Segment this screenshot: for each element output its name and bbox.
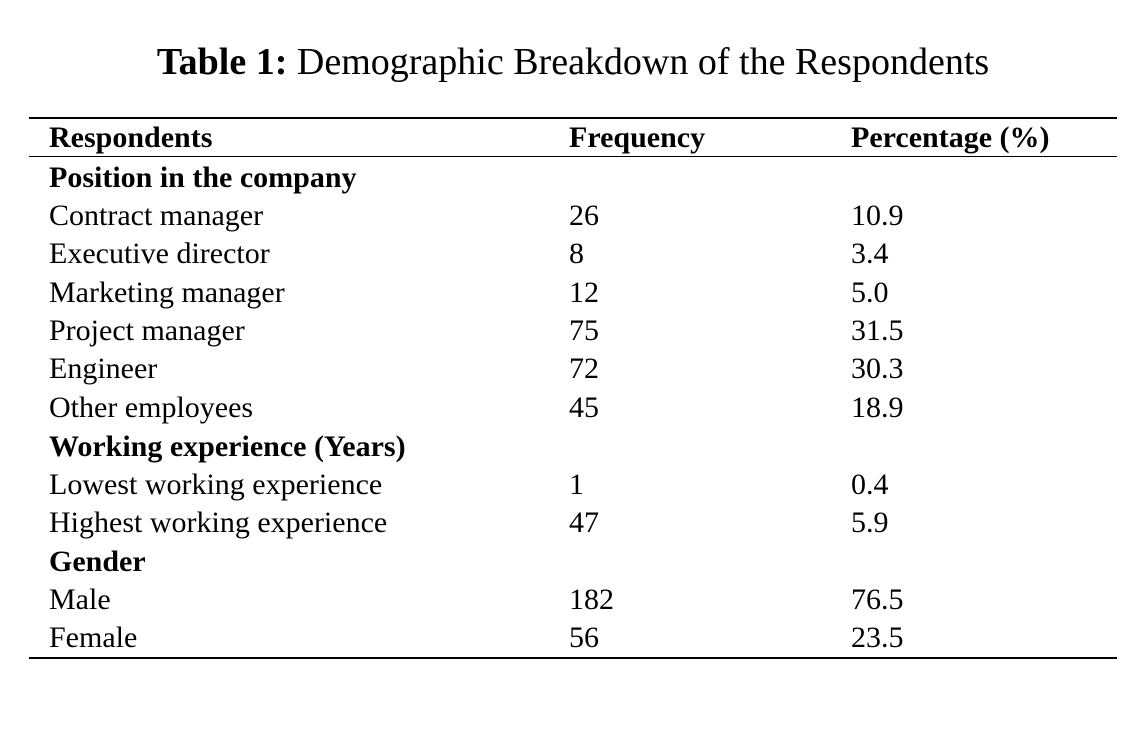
caption-label: Table 1: [156,41,288,83]
row-frequency: 75 [569,314,599,347]
row-frequency: 72 [569,352,599,385]
row-label: Lowest working experience [49,468,383,501]
row-label: Marketing manager [49,276,285,309]
caption-title: Demographic Breakdown of the Respondents [287,41,990,83]
row-frequency: 1 [569,468,584,501]
row-label: Other employees [49,391,254,424]
row-percentage: 31.5 [851,314,904,347]
table-row: Lowest working experience 1 0.4 [0,466,1146,504]
section-label: Gender [49,545,146,578]
header-percentage: Percentage (%) [851,121,1050,154]
row-label: Highest working experience [49,506,388,539]
row-frequency: 26 [569,199,599,232]
table-caption: Table 1: Demographic Breakdown of the Re… [0,38,1146,86]
section-label: Position in the company [49,161,357,194]
table-bottom-rule [29,657,1117,659]
row-frequency: 182 [569,583,614,616]
row-percentage: 10.9 [851,199,904,232]
table-row: Marketing manager 12 5.0 [0,274,1146,312]
section-label: Working experience (Years) [49,430,406,463]
header-respondents: Respondents [49,121,213,154]
row-label: Female [49,621,138,654]
row-frequency: 45 [569,391,599,424]
row-percentage: 18.9 [851,391,904,424]
row-label: Male [49,583,111,616]
row-frequency: 47 [569,506,599,539]
row-frequency: 56 [569,621,599,654]
row-percentage: 5.0 [851,276,889,309]
table-header-row: Respondents Frequency Percentage (%) [0,119,1146,157]
header-frequency: Frequency [569,121,706,154]
row-label: Contract manager [49,199,264,232]
row-frequency: 12 [569,276,599,309]
table-header-rule [29,156,1117,157]
row-percentage: 3.4 [851,237,889,270]
row-percentage: 0.4 [851,468,889,501]
section-row-position: Position in the company [0,159,1146,197]
table-row: Project manager 75 31.5 [0,312,1146,350]
row-percentage: 23.5 [851,621,904,654]
row-label: Executive director [49,237,270,270]
table-row: Other employees 45 18.9 [0,389,1146,427]
table-row: Female 56 23.5 [0,619,1146,657]
table-top-rule [29,117,1117,119]
section-row-experience: Working experience (Years) [0,428,1146,466]
table-row: Engineer 72 30.3 [0,350,1146,388]
table-row: Highest working experience 47 5.9 [0,504,1146,542]
row-percentage: 76.5 [851,583,904,616]
row-label: Project manager [49,314,245,347]
row-percentage: 30.3 [851,352,904,385]
row-label: Engineer [49,352,158,385]
table-row: Contract manager 26 10.9 [0,197,1146,235]
section-row-gender: Gender [0,543,1146,581]
table-row: Executive director 8 3.4 [0,235,1146,273]
table-row: Male 182 76.5 [0,581,1146,619]
row-frequency: 8 [569,237,584,270]
row-percentage: 5.9 [851,506,889,539]
